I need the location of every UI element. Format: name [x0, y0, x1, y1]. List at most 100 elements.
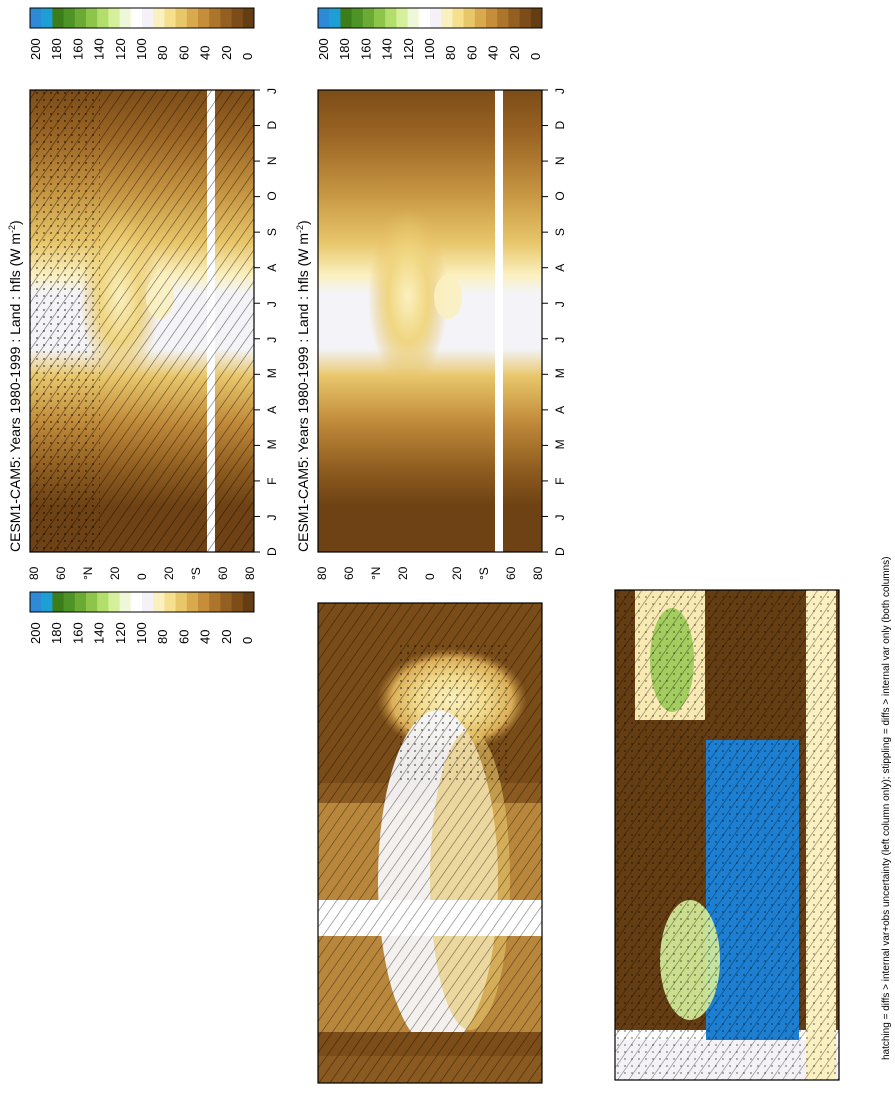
- colorbar-swatch: [209, 8, 221, 28]
- x-tick-label: A: [265, 406, 279, 414]
- colorbar-swatch: [97, 8, 109, 28]
- panel-model-left: 200 180 160 140 120 100 80 60 40 20 0 DJFMAMJJASON…: [7, 7, 279, 580]
- colorbar-swatch: [231, 592, 244, 612]
- colorbar-swatch: [142, 8, 154, 28]
- colorbar-label: 20: [219, 46, 234, 60]
- colorbar-swatch: [198, 592, 210, 612]
- colorbar-label: 120: [113, 38, 128, 60]
- y-tick-label: 80: [315, 566, 329, 580]
- y-tick-label: 20: [396, 566, 410, 580]
- colorbar-label: 0: [528, 53, 543, 60]
- colorbar-swatch: [74, 8, 87, 28]
- x-tick-label: O: [553, 191, 567, 200]
- x-tick-label: J: [553, 88, 567, 94]
- y-tick-label: 20: [108, 566, 122, 580]
- colorbar-label: 60: [176, 46, 191, 60]
- colorbar-swatch: [374, 8, 386, 28]
- plot-model-right: D J F M A M J J A S O N D J 80 60 °N 20 0 20 °S 60 80: [315, 88, 567, 580]
- colorbar-swatch: [153, 592, 165, 612]
- colorbar-swatch: [175, 8, 188, 28]
- x-tick-label: M: [553, 439, 567, 449]
- colorbar-obs-left: 200 180 160 140 120 100 80 60 40 20 0: [28, 591, 255, 644]
- colorbar-label: 200: [316, 38, 331, 60]
- colorbar-label: 140: [92, 38, 107, 60]
- x-tick-label: S: [265, 228, 279, 236]
- y-tick-label: 0: [135, 573, 149, 580]
- y-tick-label: 0: [423, 573, 437, 580]
- colorbar-label: 120: [401, 38, 416, 60]
- colorbar-swatch: [63, 592, 76, 612]
- colorbar-swatch: [418, 8, 431, 28]
- colorbar-label: 40: [198, 46, 213, 60]
- x-tick-label: D: [553, 547, 567, 556]
- colorbar-label: 160: [70, 38, 85, 60]
- colorbar-swatch: [108, 8, 120, 28]
- colorbar-swatch: [452, 8, 464, 28]
- colorbar-swatch: [119, 592, 132, 612]
- x-tick-label: N: [265, 156, 279, 165]
- colorbar-label: 100: [134, 622, 149, 644]
- colorbar-label: 80: [443, 46, 458, 60]
- colorbar-swatch: [430, 8, 442, 28]
- colorbar-swatch: [74, 592, 87, 612]
- colorbar-swatch: [41, 8, 53, 28]
- colorbar-label: 180: [49, 38, 64, 60]
- colorbar-swatch: [198, 8, 210, 28]
- colorbar-swatch: [41, 592, 53, 612]
- figure-footnote: hatching = diffs > internal var+obs unce…: [881, 556, 892, 1060]
- x-tick-label: J: [265, 337, 279, 343]
- colorbar-label: 200: [28, 38, 43, 60]
- y-tick-label: 60: [54, 566, 68, 580]
- colorbar-label: 180: [49, 622, 64, 644]
- colorbar-label: 80: [155, 46, 170, 60]
- colorbar-swatch: [486, 8, 498, 28]
- colorbar-model-right: 200 180 160 140 120 100 80 60 40 20 0: [316, 7, 543, 60]
- colorbar-swatch: [220, 592, 232, 612]
- colorbar-swatch: [63, 8, 76, 28]
- plot-model-left: D J F M A M J J A S O N D J 80 60 °N 20 0 20 °S 60 80: [27, 88, 279, 580]
- colorbar-swatch: [119, 8, 132, 28]
- colorbar-swatch: [508, 8, 520, 28]
- colorbar-label: 0: [240, 53, 255, 60]
- y-tick-label: 20: [162, 566, 176, 580]
- y-tick-label: °N: [369, 567, 383, 580]
- colorbar-swatch: [108, 592, 120, 612]
- colorbar-swatch: [231, 8, 244, 28]
- colorbar-label: 140: [92, 622, 107, 644]
- colorbar-swatch: [186, 592, 199, 612]
- colorbar-swatch: [86, 592, 98, 612]
- x-tick-label: J: [553, 514, 567, 520]
- panel-obs-left: 200 180 160 140 120 100 80 60 40 20 0: [28, 591, 255, 644]
- colorbar-swatch: [142, 592, 154, 612]
- x-tick-label: J: [265, 88, 279, 94]
- colorbar-swatch: [175, 592, 188, 612]
- colorbar-label: 20: [219, 630, 234, 644]
- x-tick-label: A: [265, 264, 279, 272]
- x-tick-label: J: [265, 514, 279, 520]
- x-tick-label: O: [265, 191, 279, 200]
- x-tick-label: F: [265, 478, 279, 485]
- colorbar-label: 160: [70, 622, 85, 644]
- x-tick-label: M: [265, 368, 279, 378]
- colorbar-swatch: [329, 8, 341, 28]
- y-tick-label: °S: [189, 567, 203, 580]
- colorbar-swatch: [519, 8, 532, 28]
- y-tick-label: 20: [450, 566, 464, 580]
- colorbar-label: 0: [240, 637, 255, 644]
- x-tick-label: J: [265, 301, 279, 307]
- colorbar-label: 20: [507, 46, 522, 60]
- colorbar-label: 60: [176, 630, 191, 644]
- colorbar-swatch: [153, 8, 165, 28]
- x-tick-label: F: [553, 478, 567, 485]
- colorbar-label: 40: [486, 46, 501, 60]
- y-tick-label: °S: [477, 567, 491, 580]
- colorbar-swatch: [242, 592, 255, 612]
- colorbar-swatch: [441, 8, 453, 28]
- x-tick-label: A: [553, 406, 567, 414]
- y-tick-label: 60: [216, 566, 230, 580]
- colorbar-label: 60: [464, 46, 479, 60]
- y-tick-label: 80: [531, 566, 545, 580]
- colorbar-swatch: [164, 8, 176, 28]
- colorbar-swatch: [220, 8, 232, 28]
